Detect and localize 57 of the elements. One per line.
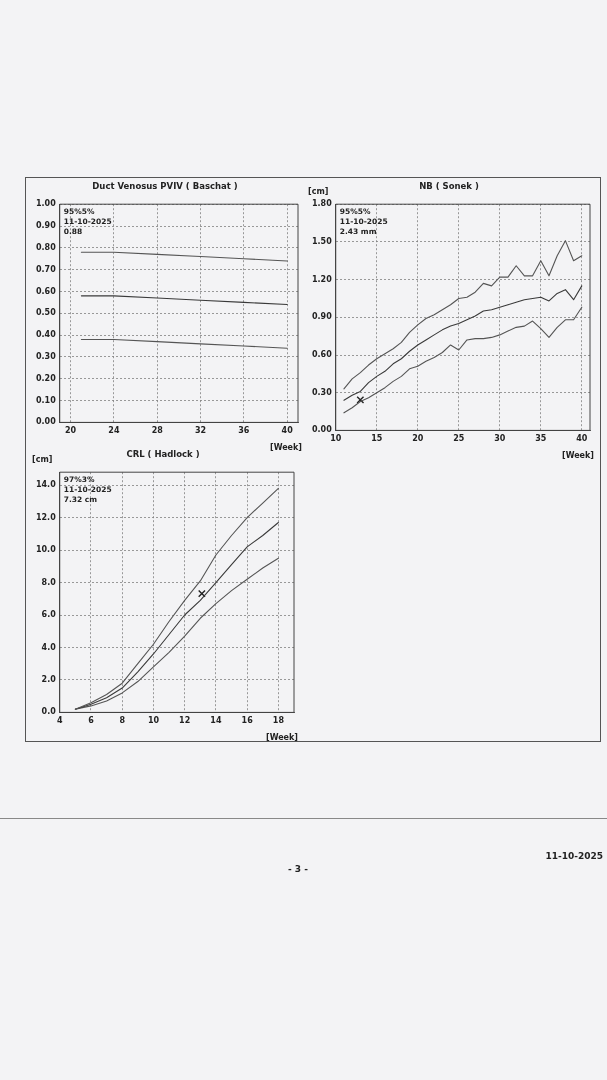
y-tick-label: 0.90 (35, 221, 57, 231)
y-tick-label: 8.0 (41, 577, 57, 587)
x-tick-label: 32 (194, 426, 207, 436)
chart-title: Duct Venosus PVIV ( Baschat ) (92, 181, 238, 192)
y-tick-label: 1.80 (311, 199, 333, 209)
y-tick-label: 0.30 (311, 387, 333, 397)
x-tick-label: 20 (412, 434, 424, 444)
y-tick-label: 0.20 (35, 373, 57, 383)
text: 11-10-2025 (545, 851, 603, 861)
x-axis-title: [Week] (265, 733, 298, 742)
y-tick-label: 14.0 (35, 480, 57, 490)
x-tick-label: 16 (241, 716, 254, 726)
x-tick-label: 4 (56, 716, 63, 726)
y-tick-label: 0.30 (35, 352, 57, 362)
x-tick-label: 18 (272, 716, 285, 726)
y-tick-label: 0.50 (35, 308, 57, 318)
x-tick-label: 15 (371, 434, 383, 444)
x-tick-label: 40 (281, 426, 294, 436)
y-tick-label: 1.00 (35, 199, 57, 209)
y-tick-label: 12.0 (35, 512, 57, 522)
y-tick-label: 2.0 (41, 675, 57, 685)
y-tick-label: 0.10 (35, 395, 57, 405)
y-tick-label: 0.70 (35, 264, 57, 274)
y-axis-title: [cm] (308, 187, 329, 197)
x-axis-title: [Week] (561, 451, 594, 460)
x-tick-label: 28 (151, 426, 164, 436)
chart-title: NB ( Sonek ) (419, 181, 479, 192)
chart-title: CRL ( Hadlock ) (126, 449, 200, 460)
x-tick-label: 6 (88, 716, 95, 726)
x-tick-label: 10 (330, 434, 342, 444)
x-tick-label: 40 (576, 434, 588, 444)
x-tick-label: 10 (147, 716, 160, 726)
y-tick-label: 1.50 (311, 236, 333, 246)
x-tick-label: 24 (108, 426, 120, 436)
y-tick-label: 0.00 (35, 417, 57, 427)
x-tick-label: 25 (453, 434, 465, 444)
x-tick-label: 12 (179, 716, 191, 726)
y-tick-label: 6.0 (41, 610, 57, 620)
y-tick-label: 0.80 (35, 242, 57, 252)
y-tick-label: 0.90 (311, 312, 333, 322)
y-axis-title: [cm] (32, 455, 53, 465)
x-axis-title: [Week] (269, 443, 302, 452)
y-tick-label: 0.0 (41, 707, 57, 717)
text: - 3 - (287, 864, 309, 874)
y-tick-label: 4.0 (41, 642, 57, 652)
x-tick-label: 20 (65, 426, 77, 436)
x-tick-label: 8 (119, 716, 126, 726)
x-tick-label: 14 (210, 716, 222, 726)
y-tick-label: 0.40 (35, 330, 57, 340)
x-tick-label: 30 (494, 434, 506, 444)
y-tick-label: 0.60 (311, 350, 333, 360)
y-tick-label: 1.20 (311, 274, 333, 284)
y-tick-label: 10.0 (35, 545, 57, 555)
x-tick-label: 36 (238, 426, 250, 436)
y-tick-label: 0.60 (35, 286, 57, 296)
y-tick-label: 0.00 (311, 425, 333, 435)
x-tick-label: 35 (535, 434, 547, 444)
